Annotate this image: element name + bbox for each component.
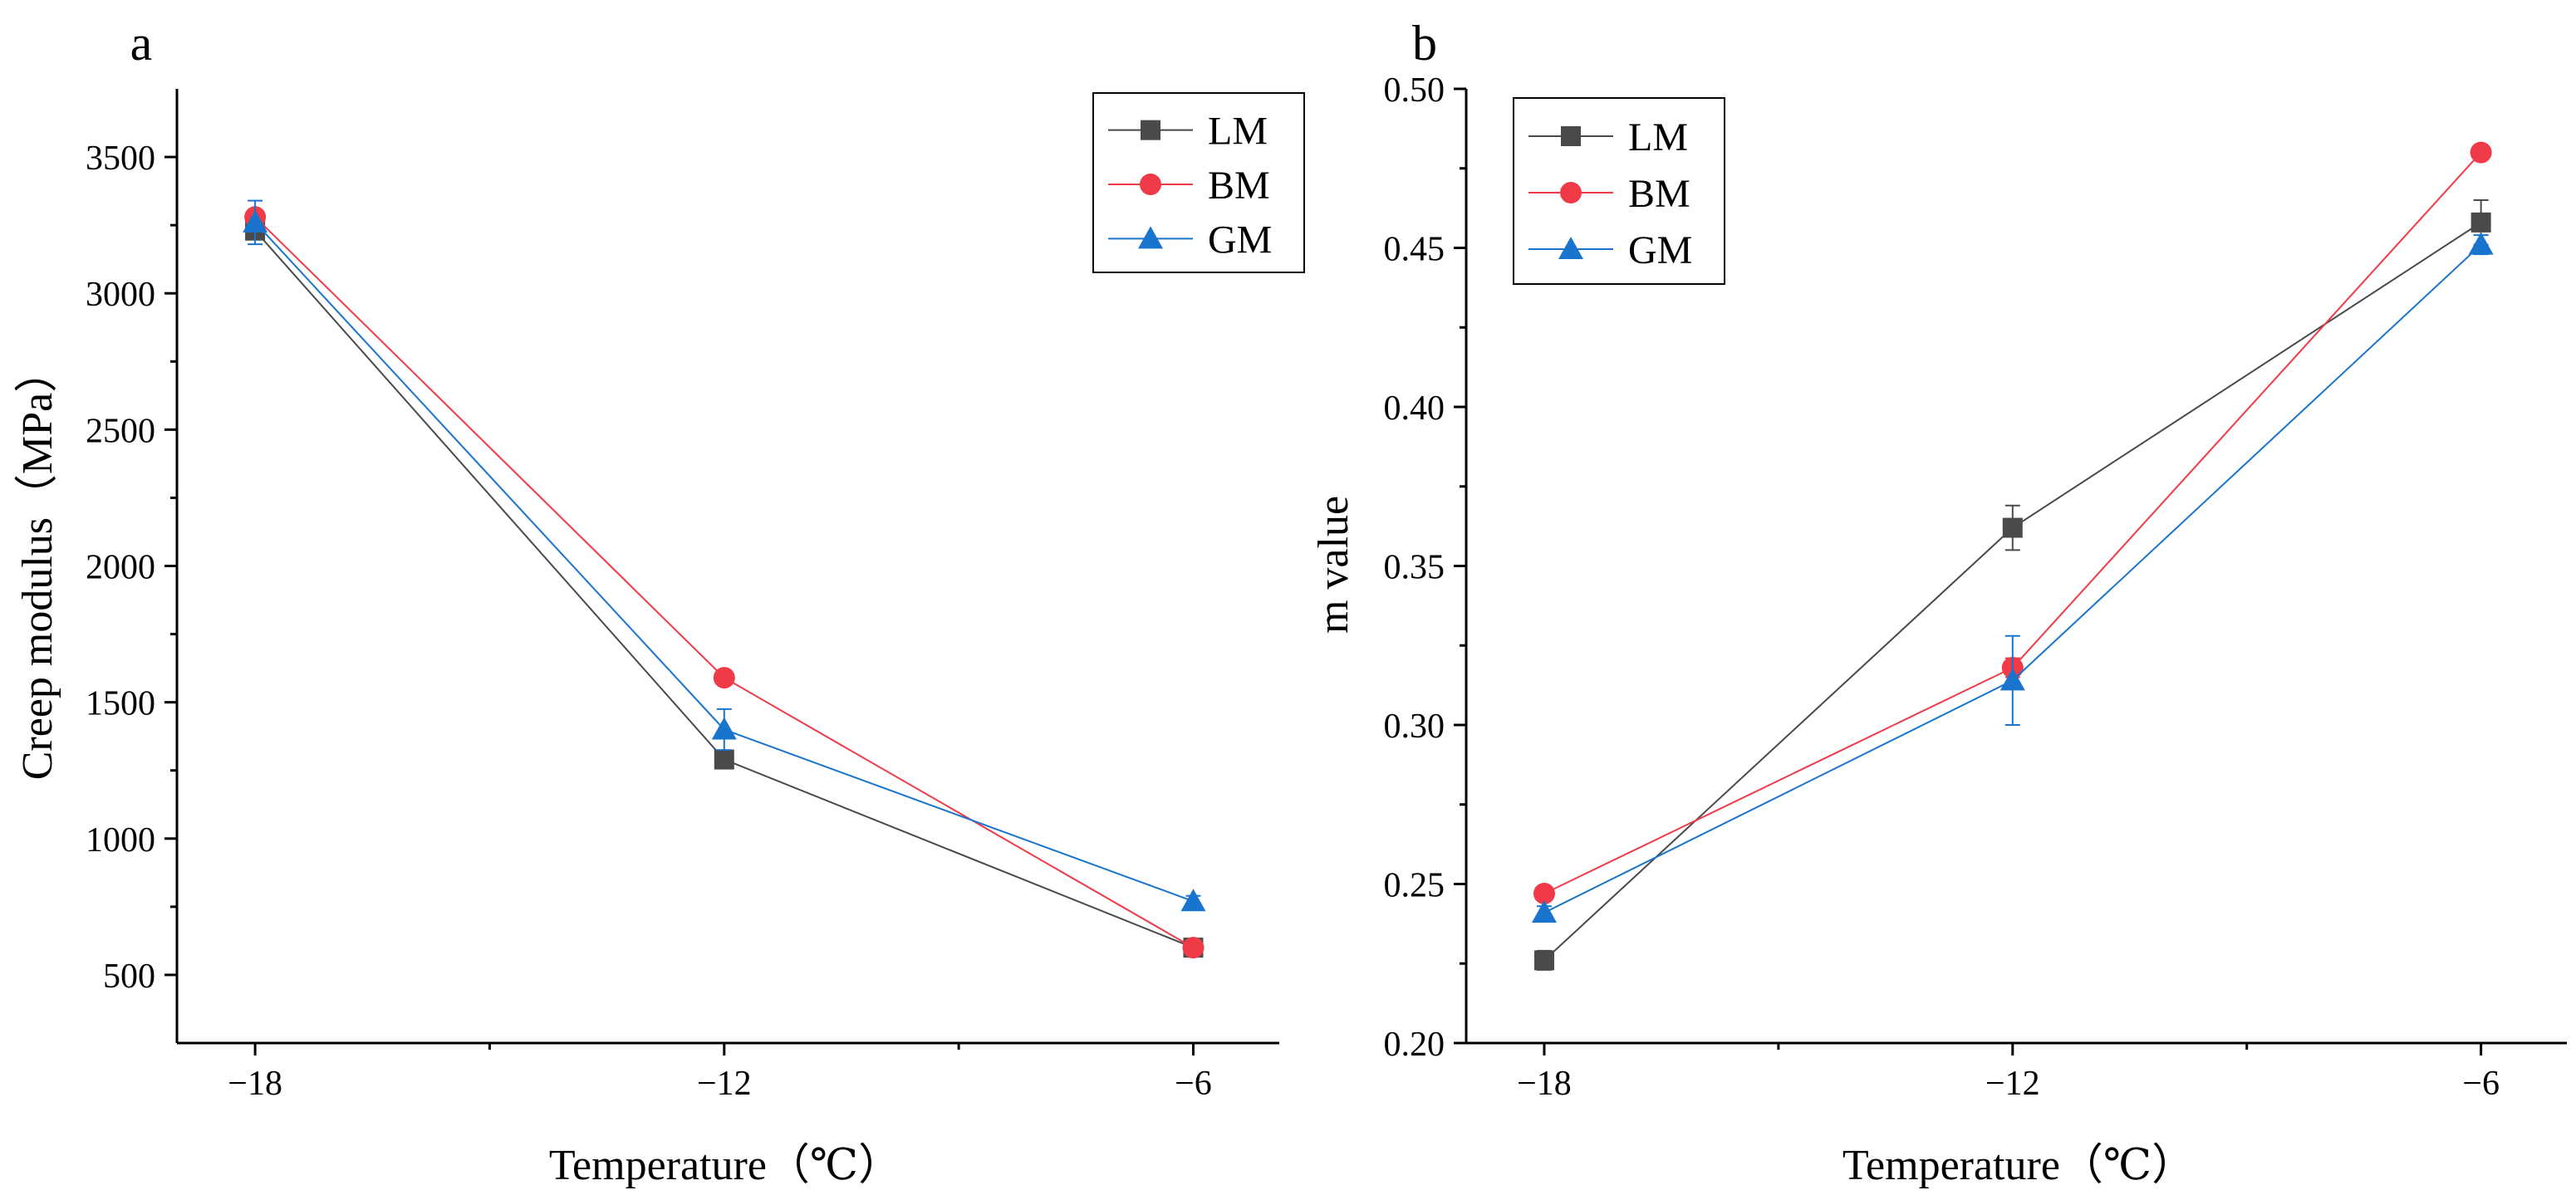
data-point-BM — [713, 667, 735, 689]
chart-panel-b: b 0.20 0.25 0.30 0.35 0.40 0.45 0.50 −18 −12 −6 Tem… — [1310, 16, 2567, 1189]
legend-marker-BM — [1560, 182, 1582, 203]
x-tick-label: −18 — [228, 1065, 282, 1103]
x-axis-title: Temperature（℃） — [549, 1142, 901, 1189]
y-tick-label: 1500 — [86, 685, 155, 723]
data-point-GM — [711, 717, 737, 740]
y-axis-title: Creep modulus（MPa） — [14, 350, 61, 781]
y-axis-title: m value — [1310, 496, 1357, 634]
data-point-LM — [714, 749, 734, 770]
series-BM — [244, 206, 1205, 959]
legend-label-LM: LM — [1208, 110, 1268, 154]
series-GM — [1531, 232, 2494, 923]
legend-label-LM: LM — [1628, 115, 1688, 159]
data-point-BM — [2470, 141, 2492, 164]
series-line-LM — [1543, 222, 2482, 962]
x-tick-label: −6 — [1175, 1065, 1212, 1103]
legend-label-GM: GM — [1208, 218, 1272, 262]
series-GM — [243, 199, 1206, 912]
data-point-BM — [1533, 882, 1555, 904]
legend-marker-GM — [1558, 237, 1583, 259]
series-line-GM — [254, 222, 1194, 903]
data-point-GM — [2468, 232, 2494, 255]
series-LM — [245, 220, 1204, 958]
series-LM — [1533, 199, 2491, 971]
y-tick-label: 0.25 — [1384, 867, 1445, 905]
data-point-LM — [2002, 517, 2023, 538]
legend-label-GM: GM — [1628, 228, 1692, 272]
legend-box — [1513, 97, 1725, 285]
y-tick-label: 0.20 — [1384, 1026, 1445, 1064]
data-point-BM — [1182, 937, 1205, 959]
legend-label-BM: BM — [1628, 172, 1690, 216]
y-tick-label: 2500 — [86, 412, 155, 450]
legend-marker-GM — [1138, 226, 1163, 249]
data-point-GM — [1180, 889, 1206, 912]
legend-marker-LM — [1561, 126, 1581, 146]
legend-marker-BM — [1140, 174, 1161, 195]
y-tick-label: 0.45 — [1384, 231, 1445, 269]
y-tick-label: 3000 — [86, 276, 155, 314]
y-tick-label: 500 — [103, 958, 155, 996]
chart-panel-a: a 500 1000 1500 2000 2500 3000 3500 −18 −12 −6 Temp… — [14, 16, 1305, 1189]
y-tick-label: 1000 — [86, 821, 155, 860]
legend: LM BM GM — [1092, 92, 1305, 273]
y-tick-label: 0.35 — [1384, 549, 1445, 587]
series-line-LM — [254, 230, 1194, 949]
x-axis-title: Temperature（℃） — [1842, 1142, 2195, 1189]
x-tick-label: −12 — [1985, 1065, 2040, 1103]
data-point-GM — [243, 209, 268, 233]
panel-label: a — [130, 16, 153, 71]
series-line-GM — [1543, 243, 2482, 913]
y-tick-label: 2000 — [86, 549, 155, 587]
panel-label: b — [1412, 16, 1437, 71]
y-tick-label: 0.30 — [1384, 708, 1445, 746]
series-line-BM — [254, 216, 1194, 948]
legend-label-BM: BM — [1208, 164, 1270, 208]
data-point-LM — [1533, 950, 1554, 971]
data-point-GM — [1531, 899, 1557, 923]
data-point-GM — [1999, 668, 2025, 691]
legend: LM BM GM — [1513, 97, 1725, 285]
x-tick-label: −18 — [1517, 1065, 1572, 1103]
x-tick-label: −12 — [697, 1065, 752, 1103]
data-point-LM — [2471, 212, 2491, 233]
y-tick-label: 0.40 — [1384, 389, 1445, 428]
x-tick-label: −6 — [2462, 1065, 2500, 1103]
y-tick-label: 3500 — [86, 140, 155, 178]
legend-marker-LM — [1141, 120, 1160, 140]
legend-box — [1092, 92, 1305, 273]
y-tick-label: 0.50 — [1384, 71, 1445, 110]
